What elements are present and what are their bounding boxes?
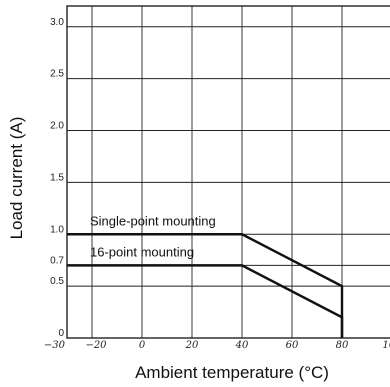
y-tick-label-0-5: 0.5 — [50, 276, 64, 287]
x-tick-label-0: 0 — [139, 340, 146, 351]
grid-lines — [66, 6, 390, 339]
series-lines — [67, 233, 344, 338]
series-line-16-point-mounting — [67, 264, 344, 338]
y-tick-label-0-7: 0.7 — [50, 255, 64, 266]
y-tick-label-1: 1.0 — [50, 224, 64, 235]
x-tick-label-100: 100 — [382, 340, 390, 351]
plot-frame — [66, 5, 390, 339]
x-axis-label: Ambient temperature (°C) — [135, 363, 329, 382]
x-tick-label-20: −20 — [85, 340, 107, 351]
x-tick-label-60: 60 — [286, 340, 299, 351]
x-tick-label-30: −30 — [44, 340, 66, 351]
x-tick-label-40: 40 — [235, 340, 249, 351]
y-tick-label-1-5: 1.5 — [50, 172, 64, 183]
x-tick-label-80: 80 — [336, 340, 349, 351]
y-axis-label: Load current (A) — [7, 117, 26, 240]
series-label-16-point-mounting: 16-point mounting — [90, 244, 194, 259]
y-tick-label-2-5: 2.5 — [50, 69, 64, 80]
y-tick-label-3: 3.0 — [50, 17, 64, 28]
series-annotations: Single-point mounting 16-point mounting — [90, 213, 216, 259]
y-tick-label-0: 0 — [58, 328, 64, 339]
y-tick-labels: 0 0.5 0.7 1.0 1.5 2.0 2.5 3.0 — [50, 17, 64, 339]
x-tick-label-20: 20 — [185, 340, 199, 351]
series-line-single-point-mounting — [67, 233, 344, 338]
series-label-single-point-mounting: Single-point mounting — [90, 213, 216, 228]
x-tick-labels: −30 −20 0 20 40 60 80 100 — [44, 340, 390, 351]
y-tick-label-2: 2.0 — [50, 121, 64, 132]
